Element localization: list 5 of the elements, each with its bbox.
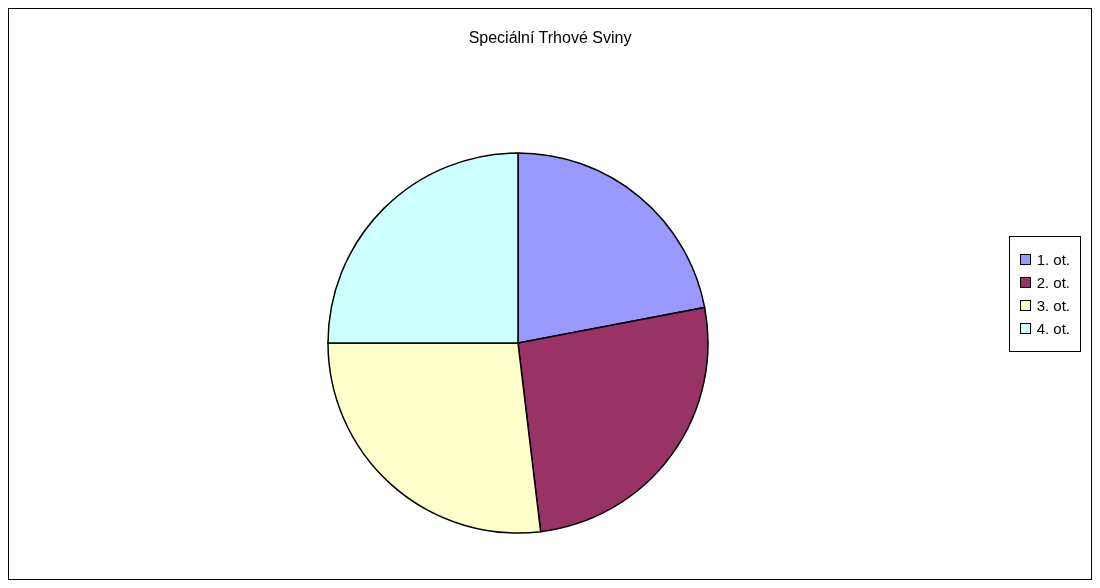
legend-label: 1. ot.: [1036, 251, 1070, 268]
chart-title: Speciální Trhové Sviny: [467, 29, 633, 47]
legend-label: 2. ot.: [1036, 274, 1070, 291]
legend-label: 3. ot.: [1036, 297, 1070, 314]
legend-label: 4. ot.: [1036, 320, 1070, 337]
